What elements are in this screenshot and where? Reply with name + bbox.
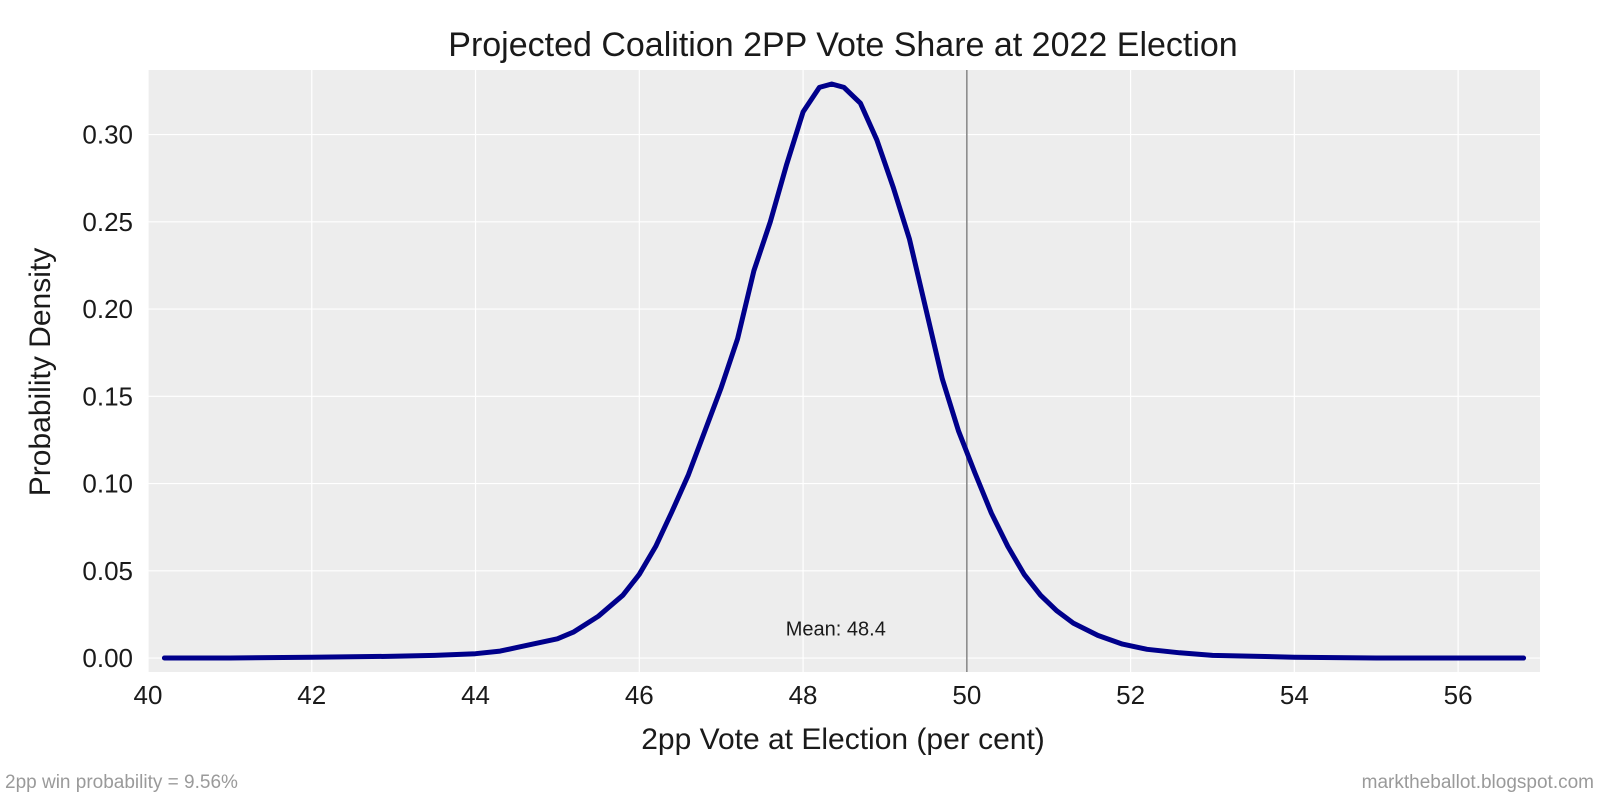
x-tick-label: 54	[1280, 680, 1309, 710]
plot-area	[148, 70, 1540, 672]
x-tick-label: 50	[952, 680, 981, 710]
x-tick-label: 52	[1116, 680, 1145, 710]
x-tick-label: 56	[1444, 680, 1473, 710]
y-tick-label: 0.10	[82, 469, 133, 499]
x-tick-label: 46	[625, 680, 654, 710]
x-tick-labels: 40 42 44 46 48 50 52 54 56	[134, 680, 1473, 710]
series-lines	[161, 81, 1527, 661]
x-tick-label: 44	[461, 680, 490, 710]
x-tick-label: 48	[789, 680, 818, 710]
y-tick-label: 0.30	[82, 120, 133, 150]
density-line-0	[161, 81, 1527, 661]
y-tick-label: 0.20	[82, 294, 133, 324]
mean-annotation: Mean: 48.4	[786, 618, 886, 640]
win-probability-note: 2pp win probability = 9.56%	[5, 772, 238, 793]
y-axis-label: Probability Density	[24, 248, 57, 496]
x-axis-label: 2pp Vote at Election (per cent)	[641, 723, 1045, 756]
chart-title: Projected Coalition 2PP Vote Share at 20…	[448, 26, 1237, 64]
y-tick-label: 0.15	[82, 381, 133, 411]
x-tick-label: 40	[134, 680, 163, 710]
x-tick-label: 42	[297, 680, 326, 710]
y-tick-label: 0.25	[82, 207, 133, 237]
source-credit: marktheballot.blogspot.com	[1362, 772, 1594, 793]
y-tick-label: 0.05	[82, 556, 133, 586]
y-tick-labels: 0.00 0.05 0.10 0.15 0.20 0.25 0.30	[82, 120, 133, 673]
y-tick-label: 0.00	[82, 643, 133, 673]
